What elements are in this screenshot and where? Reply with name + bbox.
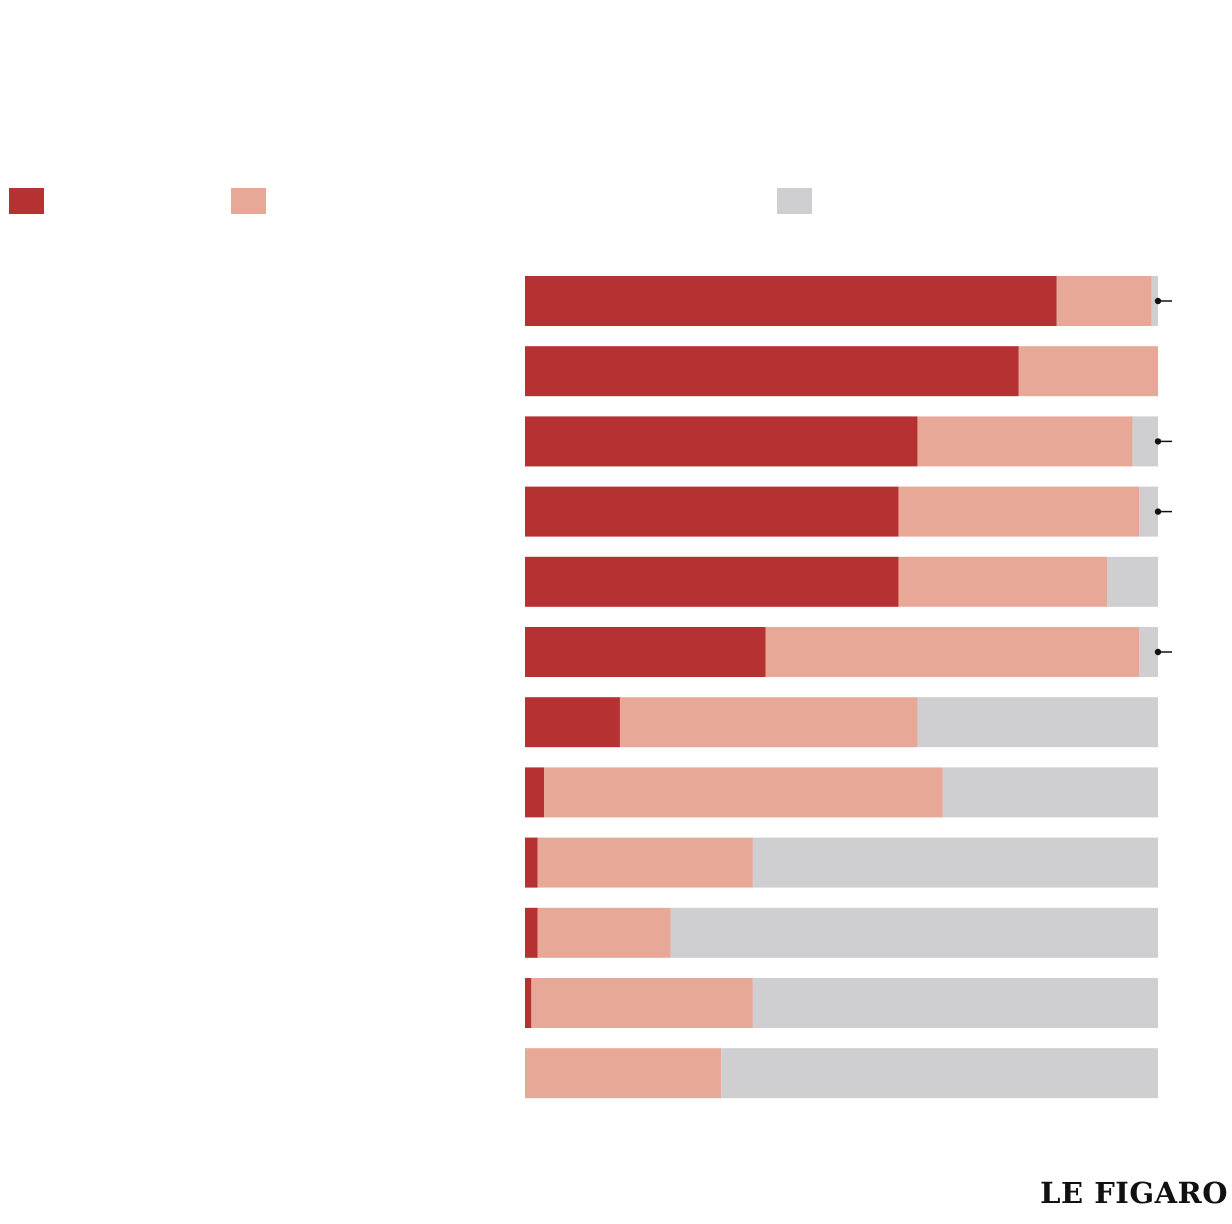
bar-row-7-series-1 [525,697,620,748]
bar-row-5-series-1 [525,556,899,607]
bar-row-12-series-2 [525,1048,722,1099]
bar-row-3-series-2 [917,416,1133,467]
bar-row-1-series-1 [525,276,1057,326]
le-figaro-logo: LE FIGARO [1040,1176,1228,1210]
annotation-marker-row-6 [1154,648,1172,656]
bar-row-5-series-2 [898,556,1108,607]
bar-row-9-series-2 [537,837,753,888]
bar-row-4-series-1 [525,486,899,537]
annotation-marker-row-4 [1154,508,1172,515]
bar-row-7-series-2 [619,697,918,748]
legend-swatch-1 [9,188,44,214]
bar-row-8-series-2 [543,767,943,818]
bar-row-7-series-3 [917,697,1158,748]
bar-row-12-series-3 [721,1048,1158,1099]
annotation-marker-row-1 [1154,297,1172,305]
bar-row-10-series-3 [670,907,1158,958]
legend-swatch-3 [777,188,812,214]
bar-row-6-series-1 [525,627,766,677]
bar-row-3-series-3 [1132,416,1158,467]
bar-row-1-series-2 [1056,276,1152,326]
bar-row-11-series-1 [525,978,532,1028]
bar-row-9-series-1 [525,837,538,888]
bar-row-5-series-3 [1107,556,1158,607]
bar-row-4-series-2 [898,486,1140,537]
bar-row-6-series-2 [765,627,1140,677]
bar-row-9-series-3 [752,837,1158,888]
bar-row-10-series-1 [525,907,538,958]
bar-row-3-series-1 [525,416,918,467]
bar-row-11-series-2 [531,978,753,1028]
bar-row-4-series-3 [1139,486,1158,537]
bar-row-8-series-1 [525,767,544,818]
legend-swatch-2 [231,188,266,214]
bar-row-2-series-1 [525,346,1019,397]
annotation-marker-row-3 [1154,438,1172,445]
bar-row-11-series-3 [752,978,1158,1028]
bar-row-8-series-3 [942,767,1158,818]
bar-row-10-series-2 [537,907,671,958]
bar-row-2-series-2 [1018,346,1158,397]
bar-row-6-series-3 [1139,627,1158,677]
